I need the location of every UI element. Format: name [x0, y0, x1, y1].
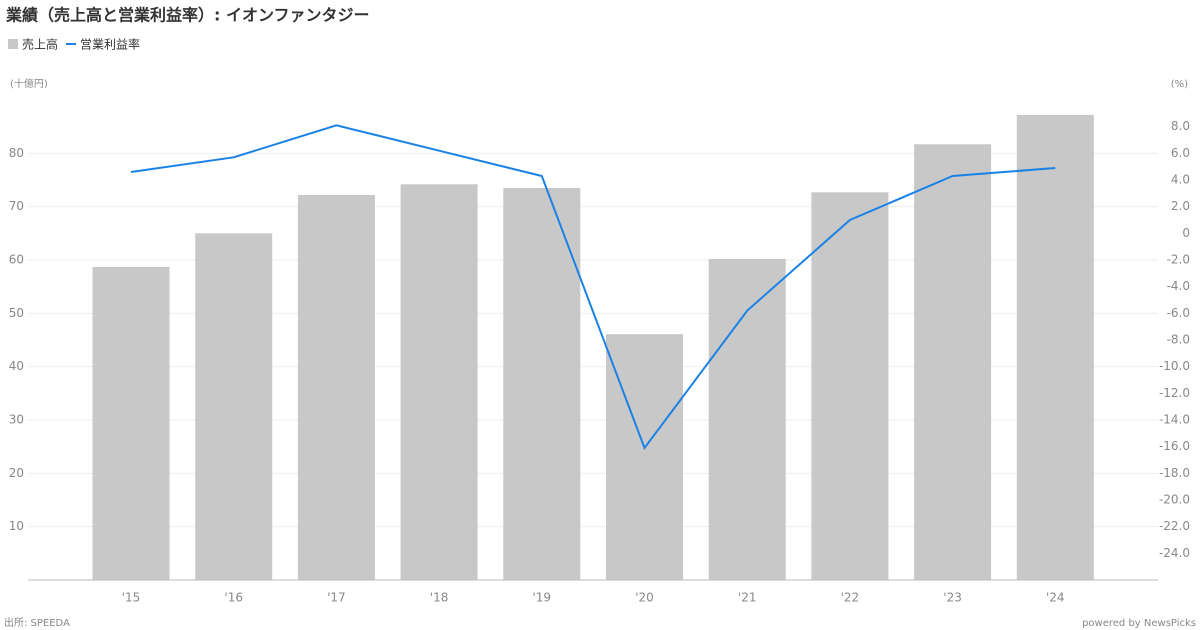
y-tick-label: 20 [9, 466, 24, 480]
bar [708, 258, 786, 580]
bar [503, 188, 581, 580]
y2-tick-label: 2.0 [1171, 199, 1190, 213]
x-tick-label: '15 [122, 591, 141, 605]
credit: powered by NewsPicks [1082, 618, 1196, 629]
y-tick-label: 30 [9, 413, 24, 427]
x-tick-label: '21 [738, 591, 757, 605]
y2-tick-label: -8.0 [1167, 333, 1190, 347]
bar [811, 192, 889, 580]
y2-tick-label: 0 [1182, 226, 1190, 240]
y2-tick-label: -20.0 [1159, 493, 1190, 507]
legend-label: 売上高 [22, 37, 58, 52]
source: 出所: SPEEDA [4, 616, 70, 629]
legend-swatch [8, 39, 18, 49]
bar [195, 233, 273, 581]
y2-tick-label: -2.0 [1167, 253, 1190, 267]
y2-tick-label: 6.0 [1171, 146, 1190, 160]
y2-tick-label: -18.0 [1159, 466, 1190, 480]
y-axis-label: (十億円) [10, 77, 48, 90]
line [130, 124, 1056, 451]
bar [1016, 114, 1094, 580]
x-tick-label: '23 [943, 591, 962, 605]
y-tick-label: 60 [9, 253, 24, 267]
bar [606, 334, 683, 580]
x-tick-label: '24 [1046, 591, 1065, 605]
y-tick-label: 10 [9, 519, 24, 533]
chart-title: 業績（売上高と営業利益率）: イオンファンタジー [5, 6, 370, 25]
y2-tick-label: 8.0 [1171, 119, 1190, 133]
x-tick-label: '17 [327, 591, 346, 605]
y2-tick-label: -6.0 [1167, 306, 1190, 320]
y-tick-label: 80 [9, 146, 24, 160]
y2-axis-label: (%) [1171, 79, 1188, 90]
x-tick-label: '20 [635, 591, 654, 605]
x-tick-label: '16 [224, 591, 243, 605]
y2-tick-label: -12.0 [1159, 386, 1190, 400]
y-tick-label: 50 [9, 306, 24, 320]
y2-tick-label: -24.0 [1159, 546, 1190, 560]
bar [914, 144, 992, 580]
x-tick-label: '19 [533, 591, 552, 605]
y2-tick-label: -16.0 [1159, 439, 1190, 453]
y2-tick-label: 4.0 [1171, 173, 1190, 187]
y2-tick-label: -14.0 [1159, 413, 1190, 427]
y2-tick-label: -22.0 [1159, 519, 1190, 533]
bar [400, 184, 478, 580]
y-tick-label: 40 [9, 359, 24, 373]
y-tick-label: 70 [9, 199, 24, 213]
x-tick-label: '18 [430, 591, 449, 605]
bar [92, 266, 170, 580]
y2-tick-label: -4.0 [1167, 279, 1190, 293]
bar [297, 194, 375, 580]
y2-tick-label: -10.0 [1159, 359, 1190, 373]
x-tick-label: '22 [841, 591, 860, 605]
legend-label: 営業利益率 [80, 37, 140, 52]
